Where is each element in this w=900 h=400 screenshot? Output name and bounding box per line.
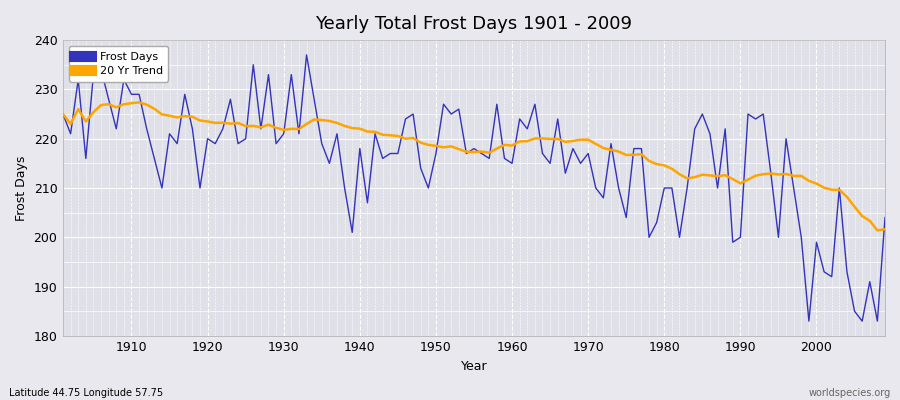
Frost Days [507, 161, 517, 166]
Legend: Frost Days, 20 Yr Trend: Frost Days, 20 Yr Trend [68, 46, 168, 82]
Frost Days [339, 186, 350, 190]
20 Yr Trend [134, 100, 145, 105]
20 Yr Trend [58, 112, 68, 116]
Frost Days [514, 116, 525, 121]
Frost Days [879, 215, 890, 220]
Text: worldspecies.org: worldspecies.org [809, 388, 891, 398]
20 Yr Trend [606, 147, 616, 152]
Text: Latitude 44.75 Longitude 57.75: Latitude 44.75 Longitude 57.75 [9, 388, 163, 398]
Frost Days [804, 319, 814, 324]
20 Yr Trend [514, 139, 525, 144]
20 Yr Trend [872, 228, 883, 233]
20 Yr Trend [507, 143, 517, 148]
Line: Frost Days: Frost Days [63, 55, 885, 321]
Frost Days [286, 72, 297, 77]
20 Yr Trend [879, 227, 890, 232]
Frost Days [58, 112, 68, 116]
20 Yr Trend [339, 124, 350, 128]
Frost Days [302, 52, 312, 57]
X-axis label: Year: Year [461, 360, 487, 373]
Frost Days [119, 77, 130, 82]
Line: 20 Yr Trend: 20 Yr Trend [63, 102, 885, 230]
Title: Yearly Total Frost Days 1901 - 2009: Yearly Total Frost Days 1901 - 2009 [316, 15, 633, 33]
Frost Days [606, 141, 616, 146]
20 Yr Trend [293, 127, 304, 132]
Y-axis label: Frost Days: Frost Days [15, 155, 28, 221]
20 Yr Trend [119, 102, 130, 106]
